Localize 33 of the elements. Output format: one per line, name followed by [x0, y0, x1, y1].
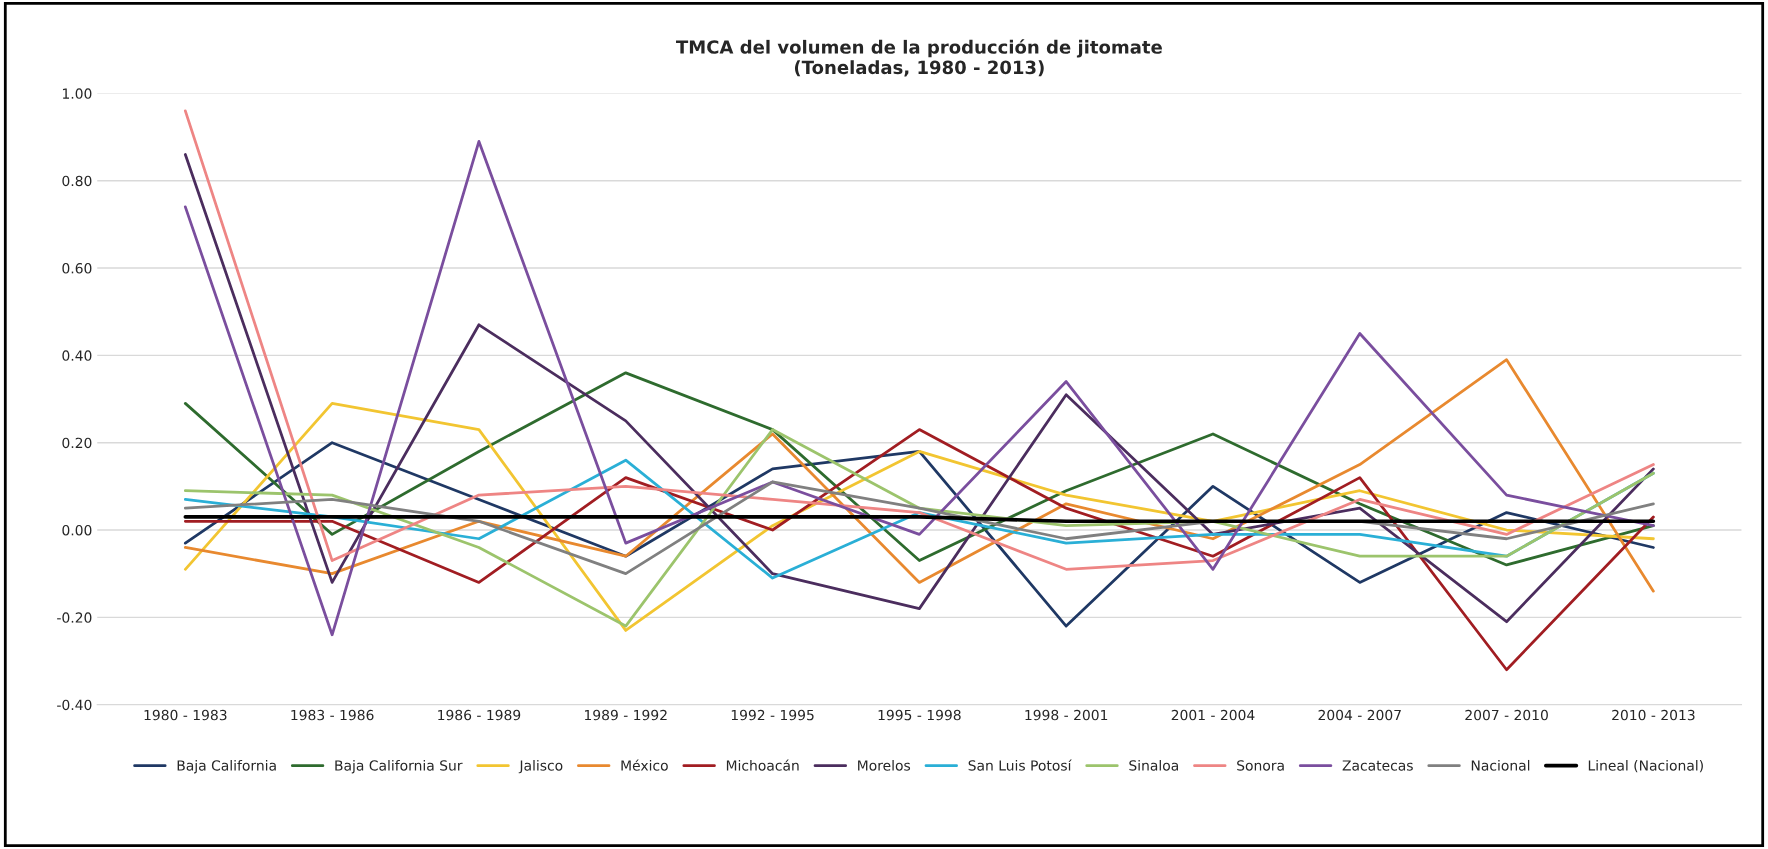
y-tick-label: 0.40	[62, 350, 92, 361]
x-tick-label: 1998 - 2001	[1025, 709, 1108, 721]
legend-label: México	[621, 759, 668, 771]
x-tick-label: 1986 - 1989	[438, 709, 521, 721]
x-tick-label: 1989 - 1992	[585, 709, 667, 721]
y-tick-label: 0.20	[62, 437, 92, 449]
y-tick-label: 0.80	[62, 175, 92, 187]
y-tick-label: -0.40	[57, 699, 92, 711]
legend-label: Morelos	[858, 759, 911, 771]
line-series	[183, 109, 1655, 571]
y-tick-label: 0.00	[62, 524, 92, 536]
chart-title: TMCA del volumen de la producción de jitomate (Toneladas, 1980 - 2013)	[676, 39, 1162, 77]
legend-label: Baja California Sur	[335, 759, 463, 774]
legend-label: Sinaloa	[1129, 759, 1178, 771]
x-tick-label: 2010 - 2013	[1612, 709, 1695, 721]
x-tick-label: 2004 - 2007	[1318, 709, 1401, 721]
x-tick-label: 2001 - 2004	[1171, 709, 1255, 721]
y-tick-label: 1.00	[62, 88, 92, 99]
legend-label: Lineal (Nacional)	[1588, 759, 1703, 773]
legend-label: Baja California	[177, 759, 276, 774]
legend-label: Jalisco	[518, 759, 563, 774]
x-tick-label: 1995 - 1998	[878, 709, 961, 721]
x-tick-label: 1983 - 1986	[291, 709, 374, 721]
legend-label: Nacional	[1471, 759, 1530, 771]
x-tick-label: 1980 - 1983	[144, 709, 227, 721]
legend-label: Michoacán	[726, 759, 799, 771]
y-tick-label: -0.20	[57, 612, 92, 623]
legend-label: Zacatecas	[1342, 760, 1413, 771]
x-tick-label: 2007 - 2010	[1465, 709, 1548, 721]
y-tick-label: 0.60	[62, 263, 92, 274]
legend-label: San Luis Potosí	[968, 759, 1072, 771]
x-tick-label: 1992 - 1995	[731, 709, 814, 721]
legend-label: Sonora	[1237, 760, 1284, 771]
